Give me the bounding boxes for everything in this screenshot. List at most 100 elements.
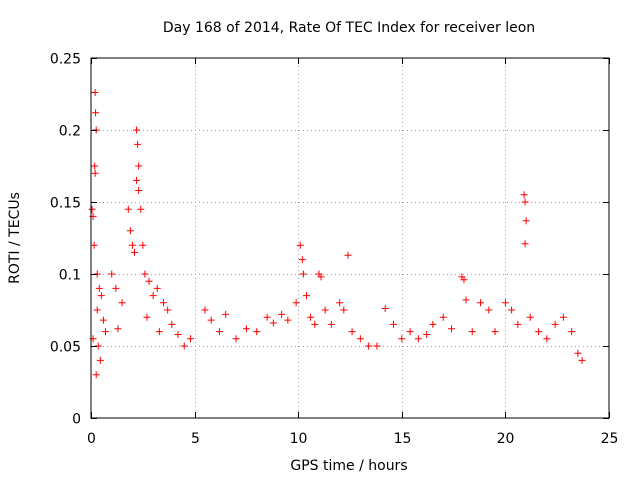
data-point — [215, 328, 223, 336]
data-point — [269, 319, 277, 327]
data-point — [543, 335, 551, 343]
data-point — [186, 335, 194, 343]
data-point — [348, 328, 356, 336]
x-axis-label: GPS time / hours — [290, 458, 407, 474]
data-point — [477, 299, 485, 307]
data-point — [336, 299, 344, 307]
data-point — [133, 126, 141, 134]
data-point — [381, 305, 389, 313]
y-tick-label: 0.2 — [59, 124, 81, 140]
data-point — [448, 325, 456, 333]
data-point — [278, 310, 286, 318]
data-point — [460, 276, 468, 284]
data-point — [91, 89, 99, 97]
data-point — [91, 162, 99, 170]
data-point — [468, 328, 476, 336]
y-tick-label: 0 — [72, 412, 81, 428]
data-point — [340, 306, 348, 314]
data-point — [222, 310, 230, 318]
data-point — [91, 169, 99, 177]
data-point — [168, 320, 176, 328]
data-point — [114, 325, 122, 333]
data-point — [317, 273, 325, 281]
data-point — [520, 191, 528, 199]
data-point — [578, 356, 586, 364]
data-point — [134, 140, 142, 148]
data-point — [429, 320, 437, 328]
data-point — [491, 328, 499, 336]
data-point — [508, 306, 516, 314]
data-point — [97, 292, 105, 300]
data-point — [164, 306, 172, 314]
data-point — [311, 320, 319, 328]
data-point — [559, 313, 567, 321]
x-tick-label: 25 — [601, 431, 619, 447]
x-tick-label: 15 — [394, 431, 412, 447]
data-point — [112, 284, 120, 292]
data-point — [296, 241, 304, 249]
data-point — [462, 296, 470, 304]
x-tick-label: 0 — [87, 431, 96, 447]
data-point — [302, 292, 310, 300]
data-point — [292, 299, 300, 307]
data-point — [263, 313, 271, 321]
data-point — [174, 330, 182, 338]
data-point — [133, 176, 141, 184]
data-point — [96, 356, 104, 364]
data-point — [298, 256, 306, 264]
data-point — [135, 162, 143, 170]
data-point — [207, 316, 215, 324]
data-point — [128, 241, 136, 249]
data-point — [356, 335, 364, 343]
data-point — [180, 342, 188, 350]
data-point — [131, 248, 139, 256]
data-point — [88, 205, 96, 213]
y-tick-label: 0.15 — [50, 196, 81, 212]
data-point — [242, 325, 250, 333]
data-point — [126, 227, 134, 235]
data-point — [149, 292, 157, 300]
data-point — [92, 371, 100, 379]
y-tick-labels: 0 0.05 0.1 0.15 0.2 0.25 — [50, 52, 81, 428]
data-point — [390, 320, 398, 328]
data-point — [201, 306, 209, 314]
data-point — [139, 241, 147, 249]
data-point — [108, 270, 116, 278]
data-point — [398, 335, 406, 343]
plot-frame — [90, 57, 610, 419]
data-point — [551, 320, 559, 328]
data-point — [124, 205, 132, 213]
x-tick-label: 10 — [290, 431, 308, 447]
x-tick-label: 5 — [191, 431, 200, 447]
data-point — [143, 313, 151, 321]
data-point — [501, 299, 509, 307]
data-point — [406, 328, 414, 336]
data-point — [321, 306, 329, 314]
data-point — [99, 316, 107, 324]
data-point — [423, 330, 431, 338]
data-point — [327, 320, 335, 328]
data-point — [253, 328, 261, 336]
data-point — [95, 284, 103, 292]
data-point — [141, 270, 149, 278]
data-point — [92, 109, 100, 117]
data-point — [160, 299, 168, 307]
data-point — [514, 320, 522, 328]
data-point — [373, 342, 381, 350]
grid-lines — [91, 58, 609, 418]
data-point — [155, 328, 163, 336]
data-point — [153, 284, 161, 292]
data-point — [522, 217, 530, 225]
data-point — [574, 349, 582, 357]
data-point — [145, 277, 153, 285]
data-point — [299, 270, 307, 278]
y-tick-label: 0.25 — [50, 52, 81, 68]
x-tick-labels: 0 5 10 15 20 25 — [87, 431, 618, 447]
chart-title: Day 168 of 2014, Rate Of TEC Index for r… — [163, 20, 535, 36]
data-point — [344, 251, 352, 259]
y-tick-label: 0.1 — [59, 268, 81, 284]
data-point — [137, 205, 145, 213]
data-point — [102, 328, 110, 336]
